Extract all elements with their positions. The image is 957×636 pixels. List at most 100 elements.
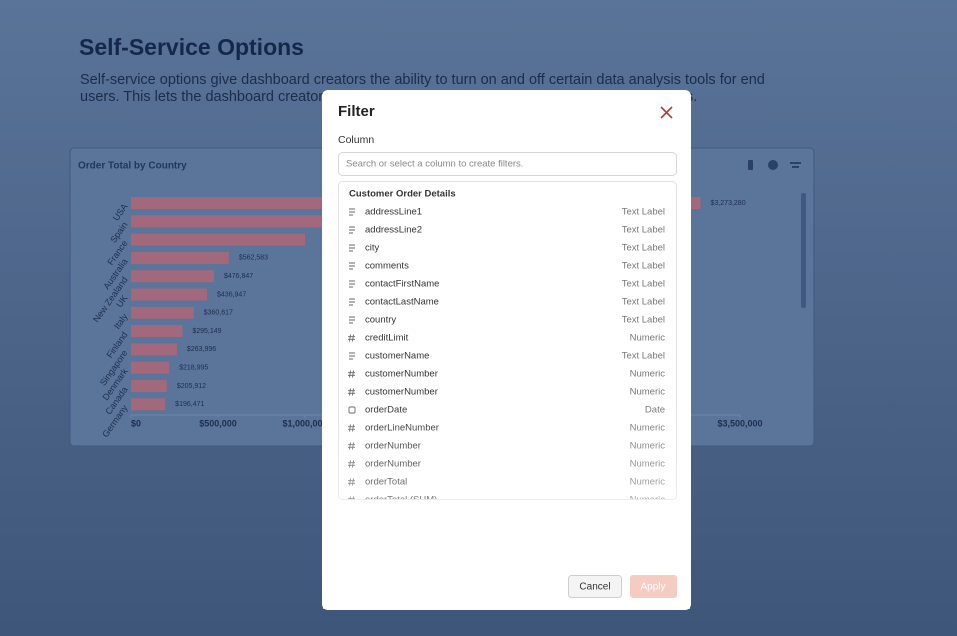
- tool-icon: [768, 160, 778, 170]
- column-name: city: [365, 243, 380, 254]
- description: s.: [686, 89, 697, 105]
- value-label: $218,995: [179, 365, 208, 372]
- icon-stroke: [349, 283, 355, 285]
- icon-stroke: [349, 352, 355, 354]
- icon-stroke: [349, 298, 355, 300]
- column-type: Text Label: [622, 207, 665, 218]
- filter-modal: Filter Column Search or select a column …: [322, 90, 691, 610]
- bar: [131, 325, 183, 338]
- bar: [131, 380, 167, 392]
- row-icon: [349, 298, 355, 306]
- icon-stroke: [349, 301, 355, 303]
- value-label: $3,273,280: [711, 200, 746, 207]
- page-title: Self-Service Options: [79, 34, 304, 60]
- icon-stroke: [349, 322, 353, 324]
- column-name: creditLimit: [365, 333, 409, 344]
- icon-stroke: [349, 265, 355, 267]
- column-type: Text Label: [622, 225, 665, 236]
- row-icon: [349, 352, 355, 360]
- chart-tools: [748, 160, 801, 170]
- column-label: Column: [338, 134, 374, 146]
- row-icon: [348, 370, 355, 378]
- column-type: Numeric: [630, 369, 666, 380]
- fade: [323, 400, 690, 609]
- icon-stroke: [349, 262, 355, 264]
- value-label: $263,996: [187, 346, 216, 353]
- row-icon: [349, 262, 355, 270]
- cancel-label: Cancel: [579, 582, 610, 593]
- column-name: country: [365, 315, 396, 326]
- tool-icon: [792, 166, 799, 168]
- value-label: $295,149: [192, 328, 221, 335]
- description: users. This lets the dashboard creator f…: [80, 89, 334, 105]
- column-type: Numeric: [630, 333, 666, 344]
- bar: [131, 215, 340, 228]
- row-icon: [349, 226, 355, 234]
- icon-stroke: [349, 211, 355, 213]
- icon-stroke: [349, 316, 355, 318]
- icon-stroke: [349, 304, 353, 306]
- chart-title: Order Total by Country: [78, 161, 187, 172]
- value-label: $205,912: [177, 383, 206, 390]
- cancel-button[interactable]: [568, 575, 622, 598]
- value-label: $436,947: [217, 291, 246, 298]
- close-button[interactable]: [660, 106, 673, 119]
- column-type: Text Label: [622, 261, 665, 272]
- bar: [131, 288, 208, 301]
- row-icon: [348, 334, 355, 342]
- icon-stroke: [349, 358, 353, 360]
- modal-title: Filter: [338, 103, 375, 120]
- icon-stroke: [349, 226, 355, 228]
- icon-stroke: [349, 232, 353, 234]
- tool-icon: [748, 160, 753, 170]
- bar: [131, 270, 214, 283]
- row-icon: [349, 208, 355, 216]
- close-stroke: [660, 106, 673, 119]
- row-icon: [348, 388, 355, 396]
- icon-stroke: [349, 247, 355, 249]
- search-input[interactable]: [338, 152, 677, 176]
- icon-stroke: [349, 319, 355, 321]
- icon-stroke: [348, 370, 355, 378]
- icon-stroke: [348, 388, 355, 396]
- column-name: addressLine1: [365, 207, 422, 218]
- column-type: Text Label: [622, 297, 665, 308]
- column-type: Text Label: [622, 279, 665, 290]
- icon-stroke: [349, 250, 353, 252]
- row-icon: [349, 316, 355, 324]
- icon-stroke: [349, 208, 355, 210]
- value-label: $196,471: [175, 401, 204, 408]
- bar: [131, 233, 305, 246]
- icon-stroke: [349, 229, 355, 231]
- search-placeholder: Search or select a column to create filt…: [346, 159, 523, 170]
- value-label: $476,847: [224, 273, 253, 280]
- row-icon: [349, 280, 355, 288]
- column-name: addressLine2: [365, 225, 422, 236]
- column-type: Numeric: [630, 387, 666, 398]
- value-label: $562,583: [239, 255, 268, 262]
- scrollbar: [801, 193, 806, 308]
- value-label: $360,617: [204, 310, 233, 317]
- x-tick-label: $0: [131, 418, 141, 428]
- bar: [131, 361, 170, 374]
- apply-button[interactable]: [630, 575, 677, 598]
- bar: [131, 306, 194, 319]
- icon-stroke: [349, 286, 353, 288]
- icon-stroke: [349, 268, 353, 270]
- bar: [131, 343, 177, 356]
- bar: [131, 251, 229, 264]
- x-tick-label: $1,000,000: [282, 418, 327, 428]
- column-name: customerNumber: [365, 387, 438, 398]
- column-name: contactFirstName: [365, 279, 439, 290]
- column-type: Text Label: [622, 351, 665, 362]
- icon-stroke: [349, 355, 355, 357]
- icon-stroke: [349, 214, 353, 216]
- column-name: customerNumber: [365, 369, 438, 380]
- column-type: Text Label: [622, 243, 665, 254]
- column-name: customerName: [365, 351, 429, 362]
- icon-stroke: [349, 280, 355, 282]
- icon-stroke: [349, 244, 355, 246]
- row-icon: [349, 244, 355, 252]
- group-header: Customer Order Details: [349, 189, 456, 200]
